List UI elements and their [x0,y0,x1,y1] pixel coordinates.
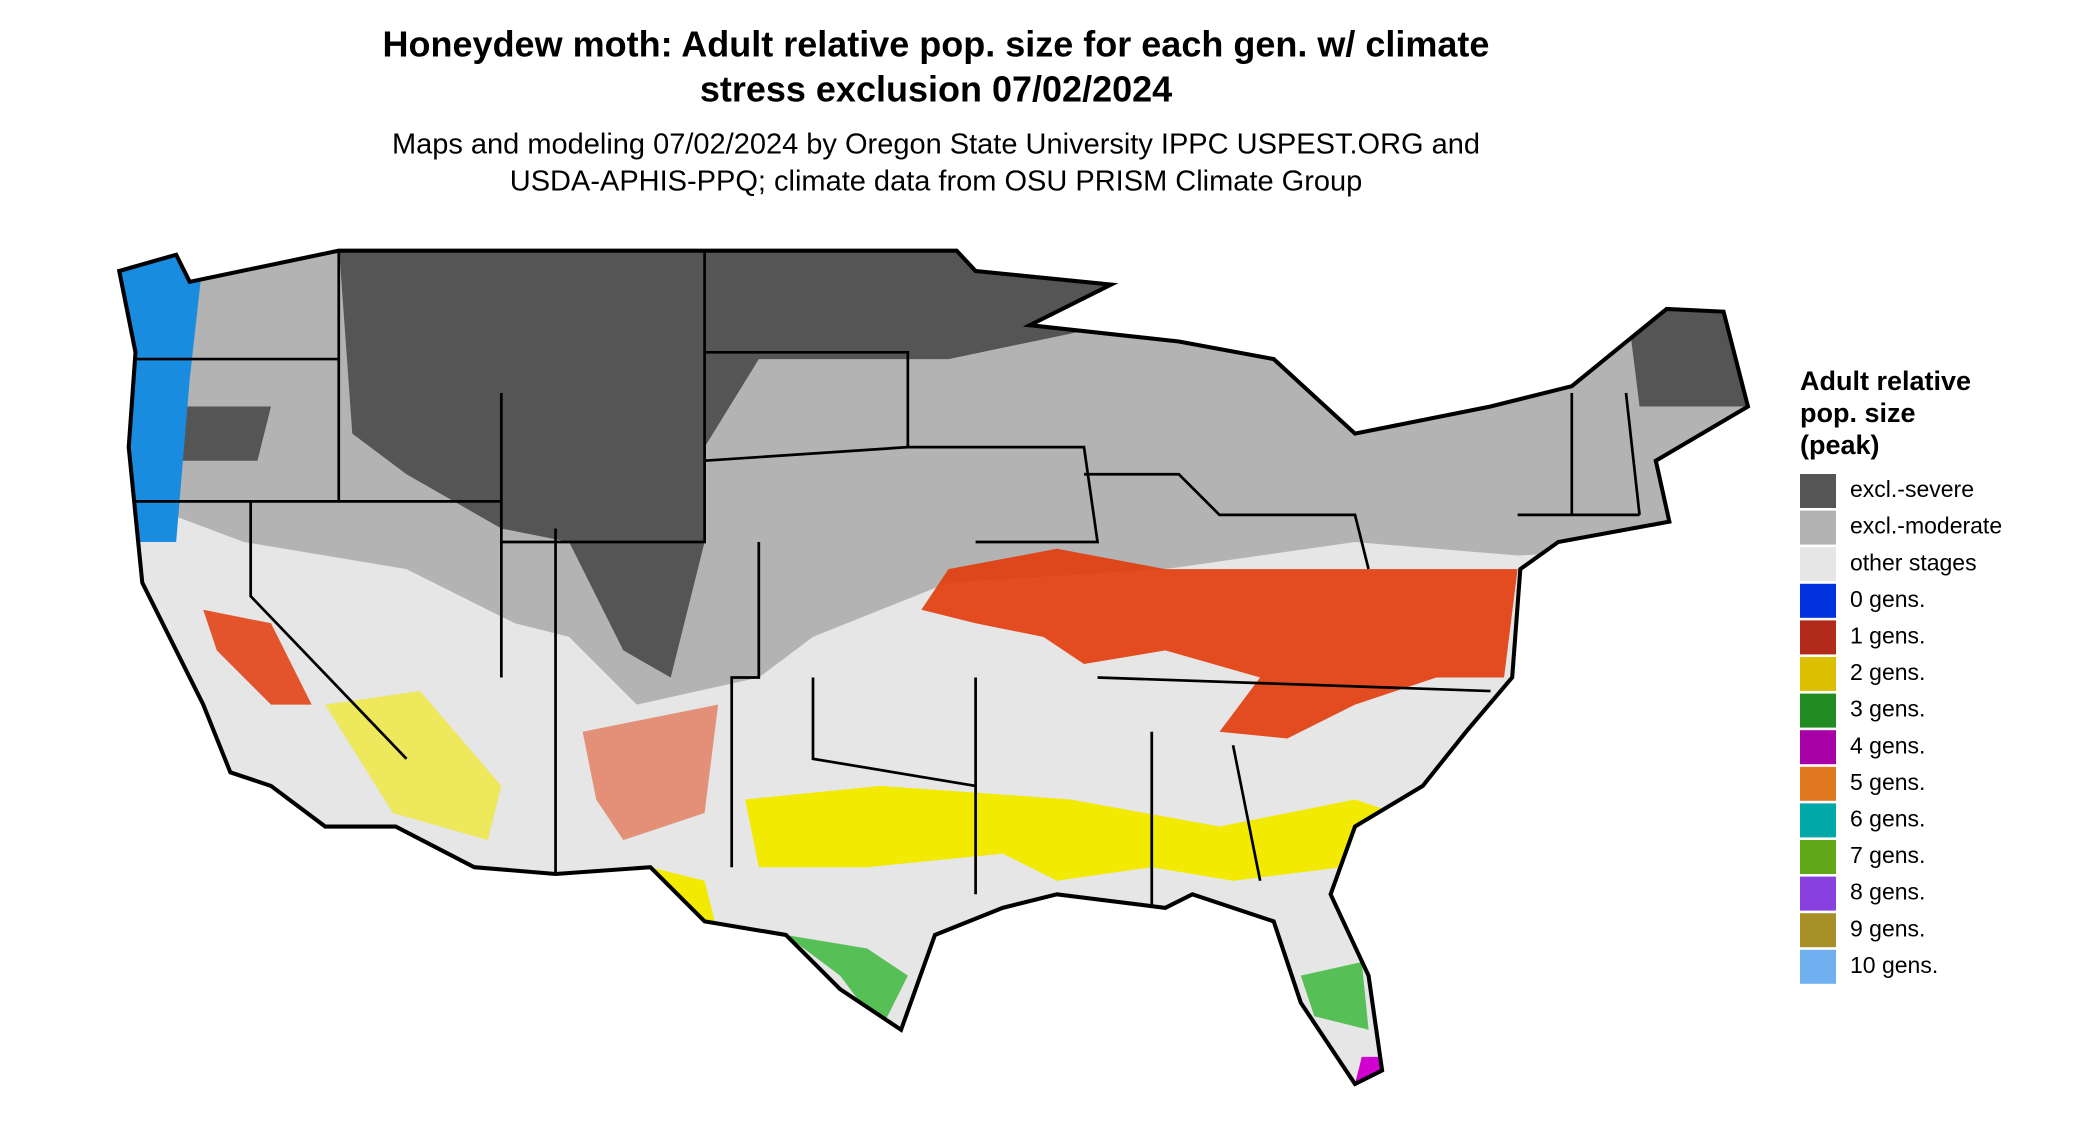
legend-label: 7 gens. [1850,842,1925,868]
legend-swatch [1800,766,1836,801]
legend-label: 1 gens. [1850,622,1925,648]
legend-swatch [1800,876,1836,911]
legend-swatch [1800,547,1836,582]
legend-title: pop. size [1800,398,1916,428]
legend-swatch [1800,730,1836,765]
legend-label: 5 gens. [1850,769,1925,795]
legend-label: 0 gens. [1850,586,1925,612]
legend-swatch [1800,620,1836,655]
legend-label: 4 gens. [1850,732,1925,758]
legend-label: excl.-moderate [1850,513,2002,539]
legend-swatch [1800,840,1836,874]
legend-label: 3 gens. [1850,696,1925,722]
subtitle: Maps and modeling 07/02/2024 by Oregon S… [392,129,1480,161]
legend-swatch [1800,913,1836,948]
us-map [116,248,1751,1087]
subtitle: USDA-APHIS-PPQ; climate data from OSU PR… [510,166,1363,198]
legend-label: excl.-severe [1850,476,1974,502]
legend-label: other stages [1850,549,1977,575]
legend-title: Adult relative [1800,366,1971,396]
title: stress exclusion 07/02/2024 [700,69,1172,110]
title: Honeydew moth: Adult relative pop. size … [383,24,1490,65]
legend-swatch [1800,510,1836,545]
legend-title: (peak) [1800,430,1880,460]
legend-label: 2 gens. [1850,659,1925,685]
legend-swatch [1800,583,1836,618]
legend-swatch [1800,949,1836,984]
legend-label: 6 gens. [1850,805,1925,831]
legend-swatch [1800,803,1836,838]
legend-swatch [1800,693,1836,728]
legend: Adult relative pop. size (peak) excl.-se… [1800,366,2002,984]
legend-swatch [1800,657,1836,691]
legend-label: 8 gens. [1850,879,1925,905]
legend-swatch [1800,474,1836,508]
legend-label: 9 gens. [1850,915,1925,941]
legend-label: 10 gens. [1850,952,1938,978]
